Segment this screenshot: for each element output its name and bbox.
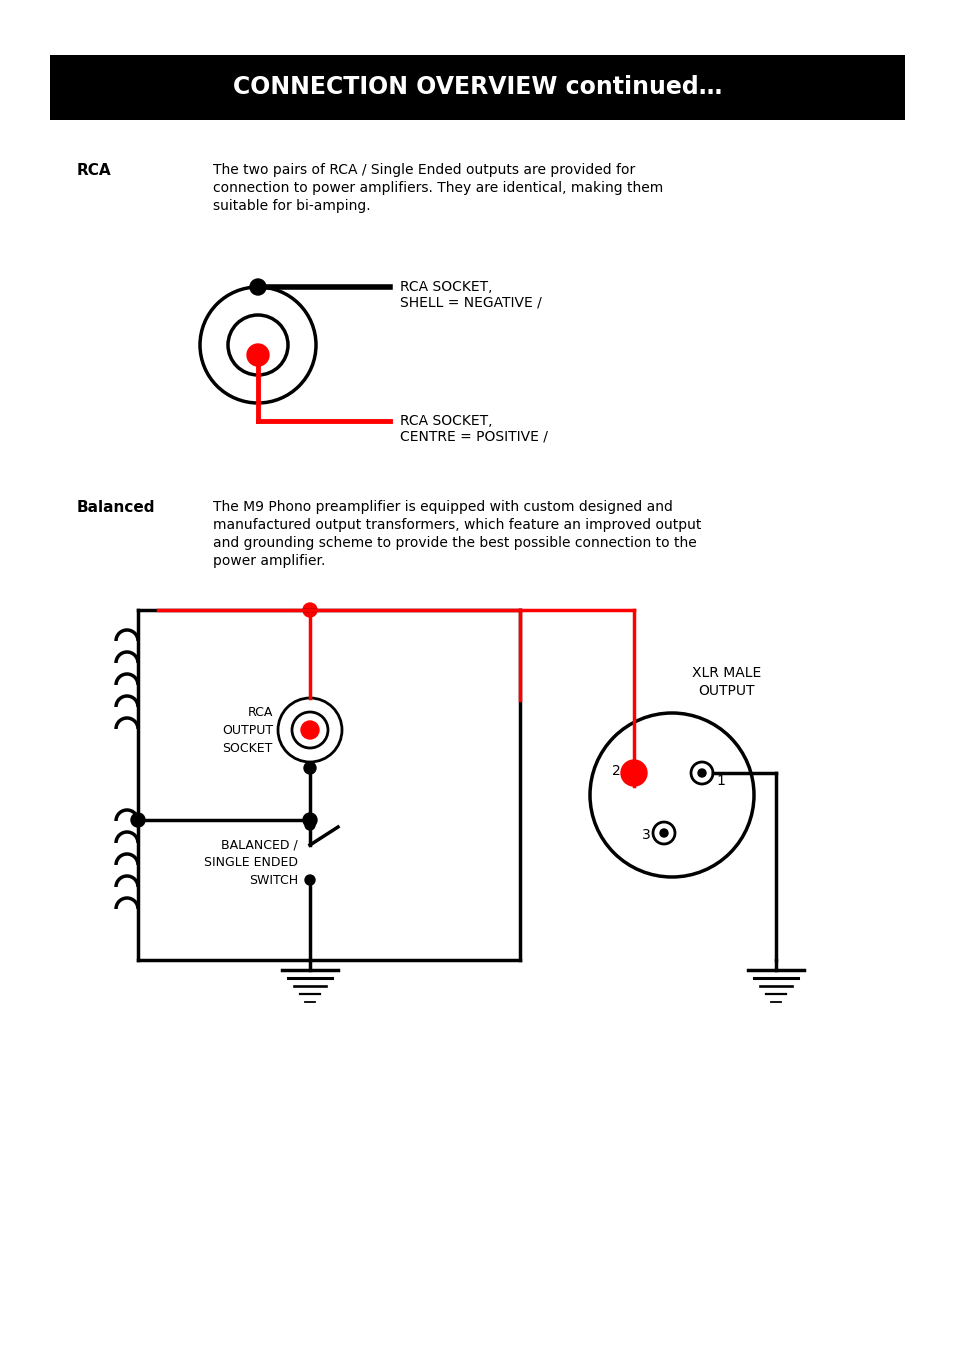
Text: CENTRE = POSITIVE /: CENTRE = POSITIVE / [399, 431, 547, 444]
Circle shape [247, 344, 269, 366]
Text: Balanced: Balanced [77, 500, 155, 514]
Text: The two pairs of RCA / Single Ended outputs are provided for: The two pairs of RCA / Single Ended outp… [213, 163, 635, 177]
Text: suitable for bi-amping.: suitable for bi-amping. [213, 198, 370, 213]
Text: and grounding scheme to provide the best possible connection to the: and grounding scheme to provide the best… [213, 536, 696, 549]
Text: connection to power amplifiers. They are identical, making them: connection to power amplifiers. They are… [213, 181, 662, 194]
Circle shape [620, 760, 646, 786]
Text: XLR MALE
OUTPUT: XLR MALE OUTPUT [692, 666, 760, 698]
Text: power amplifier.: power amplifier. [213, 554, 325, 568]
Text: RCA SOCKET,: RCA SOCKET, [399, 279, 492, 294]
Text: RCA: RCA [77, 163, 112, 178]
Circle shape [131, 813, 145, 828]
Circle shape [659, 829, 667, 837]
Text: CONNECTION OVERVIEW continued…: CONNECTION OVERVIEW continued… [233, 76, 721, 100]
Circle shape [304, 761, 315, 774]
Circle shape [250, 279, 266, 296]
Circle shape [301, 721, 318, 738]
Circle shape [303, 813, 316, 828]
Text: RCA
OUTPUT
SOCKET: RCA OUTPUT SOCKET [222, 706, 273, 755]
Text: 3: 3 [641, 828, 650, 842]
Text: The M9 Phono preamplifier is equipped with custom designed and: The M9 Phono preamplifier is equipped wi… [213, 500, 672, 514]
Text: 1: 1 [716, 774, 724, 788]
Text: 2: 2 [611, 764, 619, 778]
Circle shape [698, 769, 705, 778]
Text: SHELL = NEGATIVE /: SHELL = NEGATIVE / [399, 296, 541, 310]
Text: BALANCED /
SINGLE ENDED
SWITCH: BALANCED / SINGLE ENDED SWITCH [204, 838, 297, 887]
Bar [50, 55, 904, 120]
Circle shape [305, 819, 314, 830]
Circle shape [305, 875, 314, 886]
Circle shape [303, 603, 316, 617]
Text: manufactured output transformers, which feature an improved output: manufactured output transformers, which … [213, 518, 700, 532]
Text: RCA SOCKET,: RCA SOCKET, [399, 414, 492, 428]
